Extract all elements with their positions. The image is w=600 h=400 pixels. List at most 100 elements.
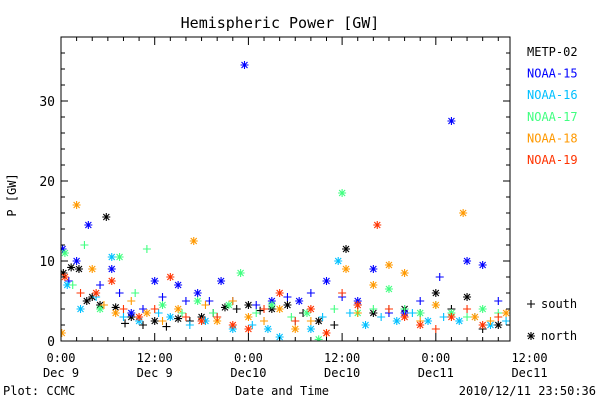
north-point [107,253,116,261]
north-point [197,317,206,325]
x-tick-label-time: 12:00 [511,351,547,365]
x-tick-label-time: 0:00 [421,351,450,365]
south-point [99,301,108,309]
north-point [400,269,409,277]
north-point [67,263,76,272]
south-point [596,313,600,321]
x-tick-label-time: 12:00 [137,351,173,365]
south-point [572,317,580,325]
legend-marker-south: south [541,297,577,311]
south-point [138,305,147,313]
north-point [150,317,159,325]
south-point [377,313,386,321]
south-point [76,289,85,297]
south-point [408,309,417,317]
north-point [455,317,464,325]
north-point [236,269,245,277]
north-point [463,293,472,301]
south-point [115,289,124,297]
north-point [588,313,596,321]
south-point [178,309,187,317]
north-marker-icon [527,332,535,340]
south-point [150,305,159,313]
x-tick-label-time: 0:00 [47,351,76,365]
north-point [478,321,487,329]
north-point [96,305,105,313]
plot-timestamp: 2010/12/11 23:50:36 [459,384,596,398]
south-point [596,317,600,325]
north-point [107,277,116,285]
south-point [162,322,171,331]
north-point [557,313,565,321]
y-tick-label: 10 [39,255,55,270]
north-point [74,265,83,273]
south-point [439,313,448,321]
south-point [557,313,565,321]
north-point [244,301,253,309]
legend-entry-noaa-18: NOAA-18 [527,131,578,145]
north-point [369,265,378,273]
north-point [509,312,510,314]
south-point [518,321,526,329]
south-point [345,309,354,317]
north-point [557,257,565,265]
south-point [131,289,140,297]
north-point [220,303,229,312]
north-point [193,297,202,305]
north-point [267,301,276,309]
north-point [111,309,120,317]
south-point [68,281,77,289]
south-point [228,297,237,305]
north-point [526,317,534,325]
north-point [314,317,323,325]
north-point [322,329,331,337]
south-point [252,309,261,317]
north-point [509,304,510,306]
y-tick-label: 30 [39,95,55,110]
south-point [260,317,269,325]
north-point [224,301,233,309]
y-axis-label: P [GW] [5,173,19,216]
south-point [431,325,440,333]
south-point [588,297,596,305]
north-point [588,249,596,257]
north-point [400,313,409,321]
north-point [384,261,393,269]
south-point [353,309,362,317]
north-point [217,277,226,285]
south-point [260,305,269,313]
legend-entry-noaa-17: NOAA-17 [527,110,578,124]
south-point [502,317,510,325]
north-point [447,117,456,125]
north-point [76,305,85,313]
series-noaa-19 [61,221,596,337]
chart-title: Hemispheric Power [GW] [181,14,380,32]
north-point [518,321,526,329]
north-point [135,313,144,321]
north-point [174,314,183,323]
data-points [61,61,600,341]
north-point [392,317,401,325]
south-point [369,305,378,313]
south-point [185,321,194,329]
south-point [201,301,210,309]
south-point [463,305,472,313]
south-point [330,305,339,313]
legend-marker-north: north [541,329,577,343]
north-point [572,313,580,321]
north-point [353,301,362,309]
plot-frame [60,36,511,342]
north-point [424,317,433,325]
south-point [96,281,105,289]
north-point [150,277,159,285]
north-point [306,305,315,313]
north-point [142,309,151,317]
south-point [121,319,130,328]
north-point [463,257,472,265]
south-point [181,297,190,305]
x-tick-label-date: Dec11 [511,366,547,380]
legend-entry-noaa-16: NOAA-16 [527,88,578,102]
north-point [580,313,588,321]
north-point [431,289,440,297]
